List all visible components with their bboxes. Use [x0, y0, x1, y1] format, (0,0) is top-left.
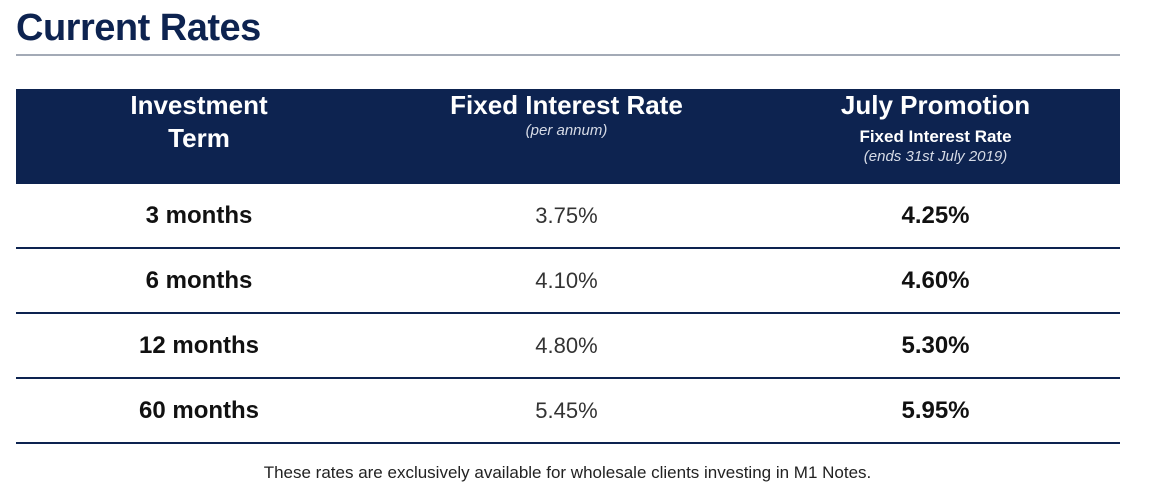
term-cell: 60 months: [16, 378, 382, 444]
fixed-rate-cell: 4.80%: [382, 313, 751, 379]
table-header-row: Investment Term Fixed Interest Rate (per…: [16, 89, 1120, 184]
header-investment-term-label: Investment Term: [130, 90, 268, 153]
table-row: 60 months 5.45% 5.95%: [16, 378, 1120, 444]
term-cell: 12 months: [16, 313, 382, 379]
fixed-rate-cell: 3.75%: [382, 184, 751, 249]
title-divider: [16, 54, 1120, 56]
header-fixed-rate: Fixed Interest Rate (per annum): [382, 89, 751, 184]
fixed-rate-cell: 4.10%: [382, 248, 751, 314]
promo-rate-cell: 5.30%: [751, 313, 1120, 379]
page-title: Current Rates: [16, 7, 261, 49]
header-promotion-sub-label: Fixed Interest Rate: [859, 127, 1012, 146]
table-row: 6 months 4.10% 4.60%: [16, 248, 1120, 314]
table-row: 12 months 4.80% 5.30%: [16, 313, 1120, 379]
promo-rate-cell: 5.95%: [751, 378, 1120, 444]
header-promotion-note: (ends 31st July 2019): [863, 148, 1008, 165]
header-july-promotion: July Promotion Fixed Interest Rate (ends…: [751, 89, 1120, 184]
term-cell: 6 months: [16, 248, 382, 314]
promo-rate-cell: 4.60%: [751, 248, 1120, 314]
header-investment-term: Investment Term: [16, 89, 382, 184]
header-fixed-rate-note: (per annum): [525, 122, 608, 139]
rates-table: Investment Term Fixed Interest Rate (per…: [16, 89, 1120, 444]
table-row: 3 months 3.75% 4.25%: [16, 184, 1120, 249]
header-july-promotion-label: July Promotion: [840, 90, 1031, 120]
header-fixed-rate-label: Fixed Interest Rate: [450, 90, 683, 120]
fixed-rate-cell: 5.45%: [382, 378, 751, 444]
term-cell: 3 months: [16, 184, 382, 249]
promo-rate-cell: 4.25%: [751, 184, 1120, 249]
footnote: These rates are exclusively available fo…: [263, 463, 872, 482]
